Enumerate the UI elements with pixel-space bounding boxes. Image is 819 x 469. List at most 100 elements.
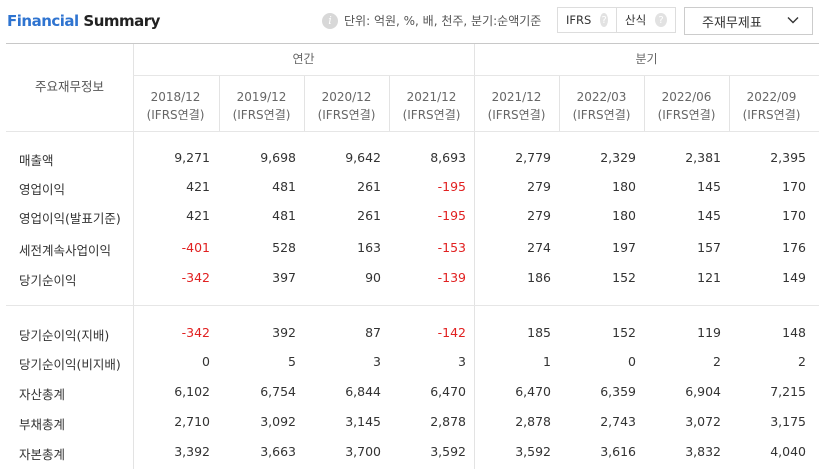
column-divider <box>474 44 475 469</box>
row-label: 세전계속사업이익 <box>19 243 112 258</box>
table-cell: 170 <box>782 179 806 194</box>
table-cell: 3,832 <box>685 444 721 459</box>
group-annual-label: 연간 <box>292 52 315 66</box>
table-cell: 6,359 <box>600 384 636 399</box>
column-basis: (IFRS연결) <box>742 108 801 122</box>
column-period: 2018/12 <box>150 90 201 104</box>
table-cell: 176 <box>782 240 806 255</box>
table-cell: 2,779 <box>515 150 551 165</box>
table-cell: 2,878 <box>515 414 551 429</box>
column-period: 2019/12 <box>236 90 287 104</box>
table-cell: 261 <box>357 179 381 194</box>
table-cell: -342 <box>181 325 210 340</box>
table-cell: 6,102 <box>174 384 210 399</box>
title-part2: Summary <box>83 12 160 30</box>
table-cell: 148 <box>782 325 806 340</box>
column-divider <box>644 75 645 131</box>
ifrs-button[interactable]: IFRS ? <box>557 7 617 33</box>
column-header: 2018/12 (IFRS연결) <box>133 88 218 124</box>
table-cell: 3,663 <box>260 444 296 459</box>
table-cell: 1 <box>543 354 551 369</box>
table-cell: 152 <box>612 270 636 285</box>
table-cell: 163 <box>357 240 381 255</box>
column-basis: (IFRS연결) <box>317 108 376 122</box>
formula-label: 산식 <box>625 13 647 27</box>
table-cell: 6,754 <box>260 384 296 399</box>
row-label: 당기순이익(비지배) <box>19 357 121 372</box>
row-label: 자본총계 <box>19 447 66 462</box>
table-cell: 9,271 <box>174 150 210 165</box>
table-cell: 3,175 <box>770 414 806 429</box>
table-cell: 9,698 <box>260 150 296 165</box>
table-cell: 6,904 <box>685 384 721 399</box>
table-cell: 421 <box>186 179 210 194</box>
table-cell: 528 <box>272 240 296 255</box>
page-title: Financial Summary <box>7 12 160 30</box>
column-period: 2022/09 <box>746 90 797 104</box>
title-part1: Financial <box>7 12 79 30</box>
help-icon[interactable]: ? <box>655 13 667 27</box>
column-header: 2020/12 (IFRS연결) <box>304 88 389 124</box>
column-header: 2021/12 (IFRS연결) <box>389 88 474 124</box>
table-cell: 2,381 <box>685 150 721 165</box>
table-cell: 2 <box>798 354 806 369</box>
row-label: 당기순이익 <box>19 273 77 288</box>
table-cell: 481 <box>272 179 296 194</box>
row-divider <box>6 305 819 306</box>
table-cell: 3 <box>373 354 381 369</box>
table-cell: 90 <box>365 270 381 285</box>
table-cell: 8,693 <box>430 150 466 165</box>
table-cell: -153 <box>437 240 466 255</box>
table-cell: 2,329 <box>600 150 636 165</box>
formula-button[interactable]: 산식 ? <box>616 7 676 33</box>
table-cell: 157 <box>697 240 721 255</box>
unit-info: i 단위: 억원, %, 배, 천주, 분기:순액기준 <box>322 12 541 29</box>
table-cell: 6,470 <box>430 384 466 399</box>
ifrs-label: IFRS <box>566 13 592 27</box>
table-cell: 0 <box>202 354 210 369</box>
table-cell: 261 <box>357 208 381 223</box>
table-cell: 145 <box>697 208 721 223</box>
help-icon[interactable]: ? <box>600 13 608 27</box>
row-label: 부채총계 <box>19 417 66 432</box>
row-label: 자산총계 <box>19 387 66 402</box>
table-cell: 397 <box>272 270 296 285</box>
table-cell: 185 <box>527 325 551 340</box>
table-cell: -139 <box>437 270 466 285</box>
table-cell: -142 <box>437 325 466 340</box>
unit-text: 단위: 억원, %, 배, 천주, 분기:순액기준 <box>344 14 542 28</box>
column-period: 2022/06 <box>661 90 712 104</box>
table-cell: 3,616 <box>600 444 636 459</box>
table-cell: 3,700 <box>345 444 381 459</box>
table-cell: 121 <box>697 270 721 285</box>
table-cell: 87 <box>365 325 381 340</box>
column-divider <box>729 75 730 131</box>
table-cell: 186 <box>527 270 551 285</box>
group-quarter-label: 분기 <box>635 52 658 66</box>
table-cell: -342 <box>181 270 210 285</box>
select-value: 주재무제표 <box>702 15 762 31</box>
column-basis: (IFRS연결) <box>487 108 546 122</box>
table-cell: 2,710 <box>174 414 210 429</box>
table-cell: 0 <box>628 354 636 369</box>
table-cell: 274 <box>527 240 551 255</box>
column-header: 2022/03 (IFRS연결) <box>559 88 644 124</box>
column-basis: (IFRS연결) <box>146 108 205 122</box>
table-cell: 3,592 <box>430 444 466 459</box>
info-icon[interactable]: i <box>322 12 338 29</box>
column-period: 2021/12 <box>491 90 542 104</box>
chevron-down-icon <box>787 17 799 24</box>
table-cell: -195 <box>437 208 466 223</box>
column-period: 2021/12 <box>406 90 457 104</box>
table-cell: 279 <box>527 179 551 194</box>
table-cell: 3,145 <box>345 414 381 429</box>
table-cell: 197 <box>612 240 636 255</box>
table-cell: -401 <box>181 240 210 255</box>
table-cell: 180 <box>612 208 636 223</box>
table-cell: 3,392 <box>174 444 210 459</box>
column-basis: (IFRS연결) <box>572 108 631 122</box>
statement-select[interactable]: 주재무제표 <box>684 7 813 35</box>
row-divider <box>133 75 819 76</box>
column-basis: (IFRS연결) <box>657 108 716 122</box>
table-cell: 2,395 <box>770 150 806 165</box>
